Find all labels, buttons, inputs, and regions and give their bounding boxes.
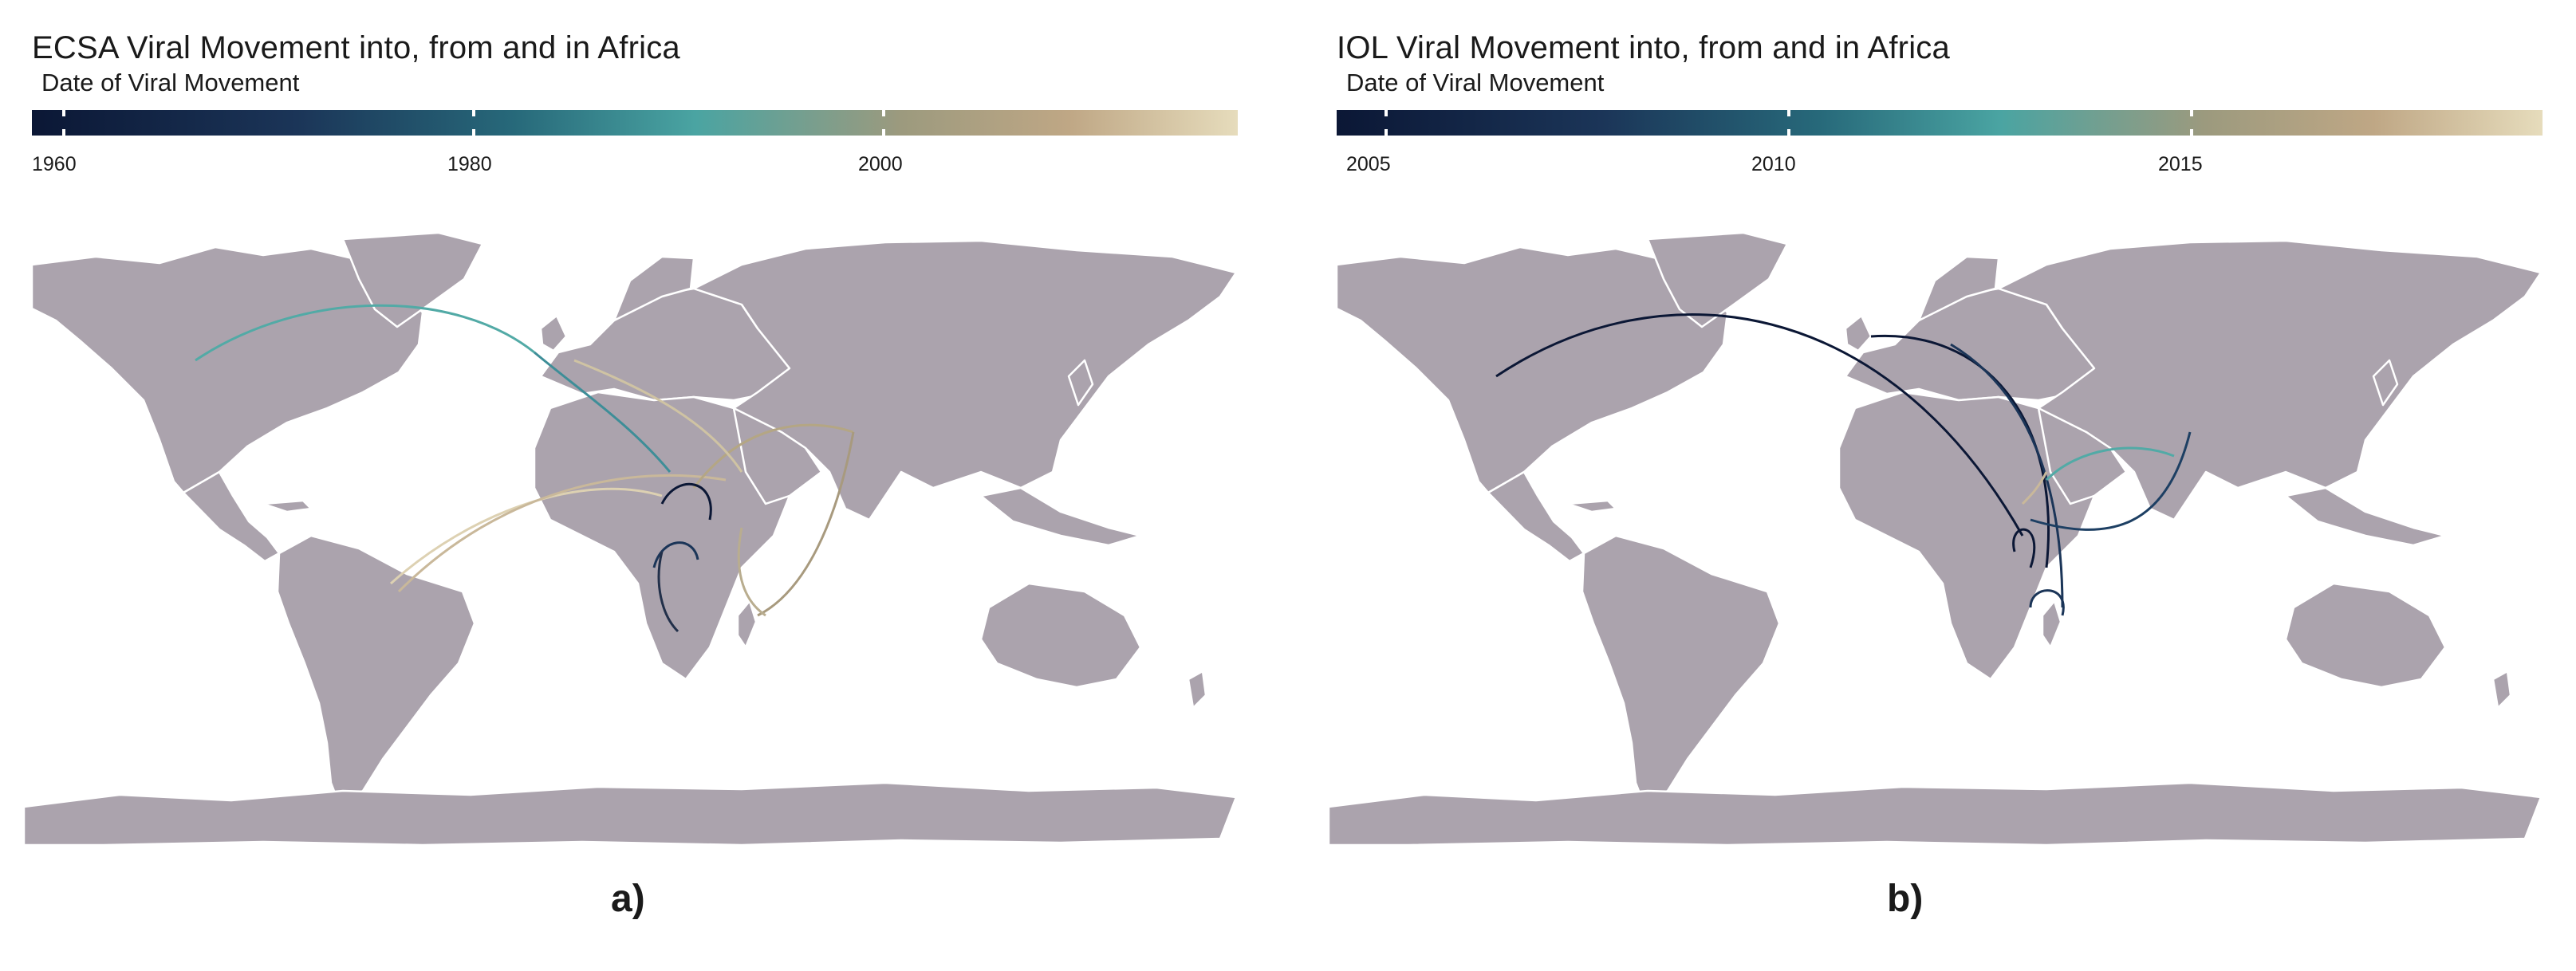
greenland-landmass bbox=[341, 233, 484, 328]
panel-a-legend-title: Date of Viral Movement bbox=[41, 69, 300, 96]
africa-landmass bbox=[533, 391, 791, 681]
panel-b-legend-title: Date of Viral Movement bbox=[1346, 69, 1605, 96]
central-america-landmass bbox=[182, 470, 281, 563]
panel-b-tick-label-2005: 2005 bbox=[1346, 153, 1391, 175]
south-america-landmass bbox=[1581, 534, 1781, 805]
south-america-landmass bbox=[276, 534, 476, 805]
scandinavia-landmass bbox=[612, 255, 695, 322]
southeast-asia-islands bbox=[2284, 486, 2447, 547]
panel-a-route-india-madagascar bbox=[757, 431, 855, 617]
great-britain-landmass bbox=[539, 314, 568, 352]
panel-a-color-legend bbox=[32, 110, 1238, 136]
panel-a-route-east-africa-loop-2 bbox=[652, 541, 699, 568]
new-zealand-landmass bbox=[2491, 670, 2512, 710]
panel-b-route-madagascar-loop bbox=[2029, 589, 2065, 616]
panel-a-movement-lines bbox=[195, 304, 855, 633]
panel-b-route-horn-local bbox=[2021, 471, 2048, 505]
panel-a-tick-label-1960: 1960 bbox=[32, 153, 77, 175]
australia-landmass bbox=[979, 582, 1142, 689]
new-zealand-landmass bbox=[1187, 670, 1207, 710]
panel-a-route-madagascar-loop bbox=[737, 527, 766, 617]
southeast-asia-islands bbox=[979, 486, 1142, 547]
panel-a-route-brazil-east-africa bbox=[397, 474, 727, 593]
panel-a-route-east-africa-loop-1 bbox=[660, 482, 712, 521]
panel-a-route-europe-horn bbox=[573, 359, 743, 473]
panel-a-route-east-africa-india bbox=[692, 423, 854, 489]
panel-b-route-east-africa-loop bbox=[2012, 528, 2036, 568]
caribbean-islands bbox=[1566, 499, 1617, 513]
panel-b: IOL Viral Movement into, from and in Afr… bbox=[1329, 0, 2576, 971]
north-america-landmass bbox=[1335, 246, 1729, 494]
panel-a-label: a) bbox=[611, 878, 645, 920]
australia-landmass bbox=[2284, 582, 2447, 689]
panel-a: ECSA Viral Movement into, from and in Af… bbox=[24, 0, 1284, 971]
panel-b-route-horn-india bbox=[2045, 446, 2175, 482]
panel-b-route-usa-east-africa bbox=[1495, 313, 2024, 537]
panel-a-tick-label-1980: 1980 bbox=[447, 153, 492, 175]
antarctica-landmass bbox=[1329, 781, 2543, 847]
madagascar-landmass bbox=[2041, 600, 2062, 649]
panel-a-title: ECSA Viral Movement into, from and in Af… bbox=[32, 30, 680, 65]
panel-b-route-middle-east-east-africa bbox=[1950, 343, 2064, 608]
japan-landmass bbox=[2372, 359, 2399, 407]
panel-b-tick-label-2010: 2010 bbox=[1751, 153, 1796, 175]
scandinavia-landmass bbox=[1917, 255, 2000, 322]
panel-b-colorbar bbox=[1337, 110, 2543, 136]
panel-b-world-map bbox=[1329, 233, 2543, 847]
central-america-landmass bbox=[1487, 470, 1585, 563]
panel-a-colorbar bbox=[32, 110, 1238, 136]
greenland-landmass bbox=[1646, 233, 1789, 328]
panel-b-route-europe-east-africa bbox=[1870, 334, 2050, 568]
panel-b-tick-label-2015: 2015 bbox=[2158, 153, 2203, 175]
caribbean-islands bbox=[262, 499, 313, 513]
panel-a-tick-label-2000: 2000 bbox=[858, 153, 903, 175]
panel-a-route-south-africa bbox=[657, 551, 679, 633]
panel-b-color-legend bbox=[1337, 110, 2543, 136]
panel-b-title: IOL Viral Movement into, from and in Afr… bbox=[1337, 30, 1950, 65]
north-america-landmass bbox=[30, 246, 424, 494]
great-britain-landmass bbox=[1844, 314, 1873, 352]
japan-landmass bbox=[1067, 359, 1094, 407]
panel-a-route-europe-west-africa bbox=[534, 351, 672, 473]
panel-b-route-east-africa-india bbox=[2030, 431, 2192, 531]
panel-a-world-map bbox=[24, 233, 1238, 847]
madagascar-landmass bbox=[736, 600, 758, 649]
panel-b-movement-lines bbox=[1495, 313, 2192, 616]
panel-a-route-usa-europe bbox=[195, 304, 535, 362]
antarctica-landmass bbox=[24, 781, 1238, 847]
panel-b-label: b) bbox=[1887, 878, 1924, 920]
